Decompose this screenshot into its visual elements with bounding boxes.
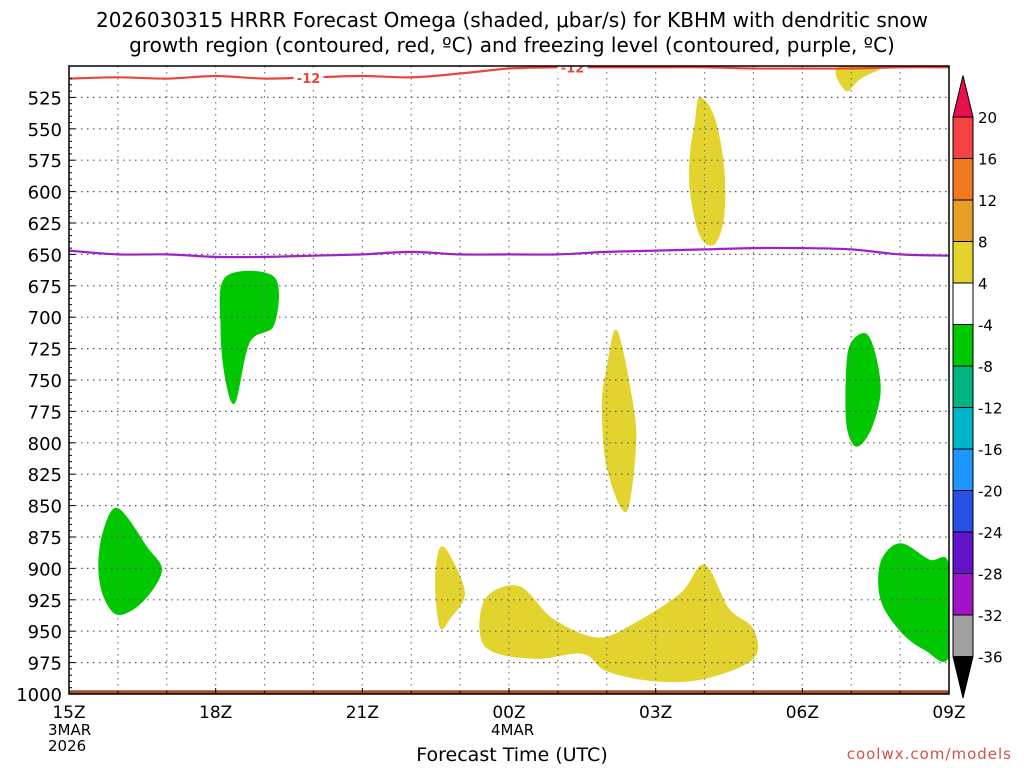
x-tick-label-03Z: 03Z xyxy=(639,703,672,723)
x-axis-ticks: 15Z 18Z 21Z 00Z 03Z 06Z 09Z xyxy=(52,688,966,723)
colorbar-label-12: -32 xyxy=(978,607,1003,625)
y-tick-label-950: 950 xyxy=(28,622,62,643)
colorbar-top-triangle xyxy=(952,75,974,118)
grid-lines xyxy=(69,66,949,694)
x-axis-title: Forecast Time (UTC) xyxy=(416,744,608,766)
colorbar-bottom-triangle xyxy=(952,656,974,699)
y-tick-label-1000: 1000 xyxy=(16,685,62,706)
y-tick-label-525: 525 xyxy=(28,88,62,109)
date-label-3mar-line2: 2026 xyxy=(48,737,87,755)
x-tick-label-06Z: 06Z xyxy=(786,703,819,723)
y-tick-label-550: 550 xyxy=(28,120,62,141)
colorbar-label-8: -16 xyxy=(978,441,1003,459)
colorbar-bin-2 xyxy=(952,158,974,201)
colorbar-label-0: 20 xyxy=(978,109,997,127)
y-tick-label-825: 825 xyxy=(28,465,62,486)
date-label-3mar: 3MAR 2026 xyxy=(48,722,91,754)
colorbar-bin-5 xyxy=(952,282,974,325)
x-tick-label-09Z: 09Z xyxy=(932,703,965,723)
y-tick-label-850: 850 xyxy=(28,497,62,518)
colorbar-bin-10 xyxy=(952,490,974,533)
y-tick-label-775: 775 xyxy=(28,402,62,423)
colorbar: 20 16 12 8 4 -4 -8 -12 -16 -20 -24 -28 -32 -36 xyxy=(952,75,1003,699)
y-tick-label-725: 725 xyxy=(28,340,62,361)
colorbar-label-10: -24 xyxy=(978,524,1003,542)
colorbar-label-13: -36 xyxy=(978,649,1003,667)
chart-title-line-1: 2026030315 HRRR Forecast Omega (shaded, … xyxy=(95,8,929,32)
colorbar-label-6: -8 xyxy=(978,358,993,376)
colorbar-bin-4 xyxy=(952,241,974,284)
ascent-region-2 xyxy=(219,270,280,404)
descent-region-0 xyxy=(835,66,887,92)
y-tick-label-900: 900 xyxy=(28,559,62,580)
colorbar-bin-9 xyxy=(952,448,974,491)
colorbar-label-4: 4 xyxy=(978,275,988,293)
y-tick-label-625: 625 xyxy=(28,214,62,235)
colorbar-label-5: -4 xyxy=(978,317,993,335)
y-tick-label-975: 975 xyxy=(28,654,62,675)
x-tick-label-21Z: 21Z xyxy=(346,703,379,723)
colorbar-bin-3 xyxy=(952,199,974,242)
descent-region-3 xyxy=(601,329,637,513)
colorbar-label-3: 8 xyxy=(978,234,988,252)
y-tick-label-800: 800 xyxy=(28,434,62,455)
y-tick-label-700: 700 xyxy=(28,308,62,329)
descent-region-6 xyxy=(435,546,465,630)
freezing-level-contour-line xyxy=(69,246,949,259)
y-tick-label-675: 675 xyxy=(28,277,62,298)
colorbar-bin-8 xyxy=(952,407,974,450)
dgz-contour-label-0: -12 xyxy=(297,72,321,87)
y-tick-label-875: 875 xyxy=(28,528,62,549)
colorbar-label-2: 12 xyxy=(978,192,997,210)
credit-link[interactable]: coolwx.com/models xyxy=(846,745,1012,763)
dgz-contour-label-1: -12 xyxy=(561,61,585,76)
y-axis-ticks: 525 550 575 600 625 650 675 700 725 750 775 800 825 8… xyxy=(16,78,75,706)
x-tick-label-18Z: 18Z xyxy=(199,703,232,723)
colorbar-label-9: -20 xyxy=(978,483,1003,501)
y-tick-label-750: 750 xyxy=(28,371,62,392)
ascent-region-8 xyxy=(878,543,949,662)
colorbar-bin-1 xyxy=(952,116,974,159)
date-label-3mar-line1: 3MAR xyxy=(48,721,92,739)
descent-region-7 xyxy=(479,564,759,683)
descent-region-1 xyxy=(688,97,726,246)
dgz-contour-line xyxy=(69,66,949,80)
y-tick-label-650: 650 xyxy=(28,245,62,266)
colorbar-bin-11 xyxy=(952,531,974,574)
colorbar-bin-6 xyxy=(952,324,974,367)
dgz-label-bg-0 xyxy=(293,69,324,85)
contour-lines: -12 -12 xyxy=(69,61,949,259)
x-tick-label-00Z: 00Z xyxy=(492,703,525,723)
colorbar-label-7: -12 xyxy=(978,400,1003,418)
omega-regions xyxy=(98,66,949,683)
date-label-4mar-line1: 4MAR xyxy=(491,721,535,739)
y-tick-label-600: 600 xyxy=(28,183,62,204)
ascent-region-4 xyxy=(845,333,881,447)
y-tick-label-925: 925 xyxy=(28,591,62,612)
chart-title-line-2: growth region (contoured, red, ºC) and f… xyxy=(129,33,895,57)
y-tick-label-575: 575 xyxy=(28,151,62,172)
ascent-region-5 xyxy=(98,507,162,616)
date-label-4mar: 4MAR xyxy=(491,722,534,738)
colorbar-bin-7 xyxy=(952,365,974,408)
colorbar-label-11: -28 xyxy=(978,566,1003,584)
dgz-label-bg-1 xyxy=(557,66,588,75)
colorbar-label-1: 16 xyxy=(978,151,997,169)
colorbar-bin-13 xyxy=(952,614,974,657)
colorbar-bin-12 xyxy=(952,573,974,616)
x-tick-label-15Z: 15Z xyxy=(52,703,85,723)
